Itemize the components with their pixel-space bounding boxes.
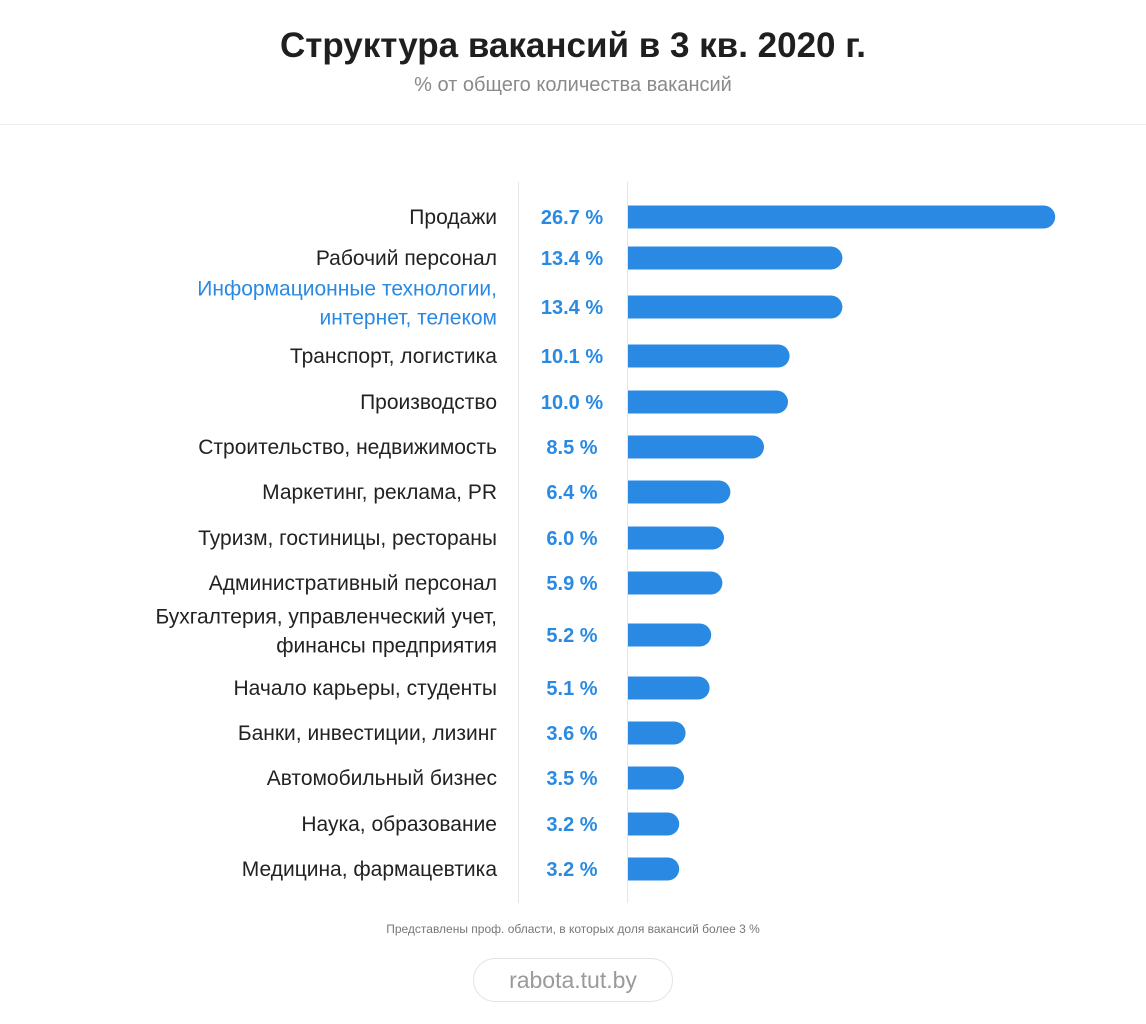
- value-label: 3.6 %: [546, 723, 597, 745]
- category-label: Продажи: [409, 206, 497, 229]
- value-label: 3.5 %: [546, 768, 597, 790]
- value-label: 8.5 %: [546, 437, 597, 459]
- bar: [628, 526, 724, 550]
- category-label: Строительство, недвижимость: [198, 436, 497, 459]
- bar: [628, 390, 789, 414]
- category-label: Маркетинг, реклама, PR: [262, 481, 497, 504]
- category-label: финансы предприятия: [276, 635, 497, 658]
- value-label: 6.4 %: [546, 482, 597, 504]
- category-label: Наука, образование: [301, 813, 497, 836]
- category-label: Автомобильный бизнес: [267, 767, 497, 790]
- bar: [628, 766, 685, 790]
- bar: [628, 205, 1056, 229]
- bar-chart: 26.7 % Продажи 13.4 % Рабочий персонал 13.4 …: [155, 182, 1056, 903]
- chart-title: Структура вакансий в 3 кв. 2020 г.: [279, 26, 867, 65]
- bar: [628, 857, 680, 881]
- bar: [628, 571, 723, 595]
- category-label: Банки, инвестиции, лизинг: [238, 722, 498, 745]
- category-label: Медицина, фармацевтика: [242, 858, 498, 881]
- value-label: 3.2 %: [546, 859, 597, 881]
- header-divider: [0, 124, 1146, 125]
- value-label: 10.1 %: [541, 346, 603, 368]
- category-label: Информационные технологии,: [197, 278, 497, 301]
- category-label: Административный персонал: [209, 572, 497, 595]
- category-label: интернет, телеком: [320, 307, 497, 330]
- category-label: Туризм, гостиницы, рестораны: [198, 527, 497, 550]
- bar: [628, 435, 764, 459]
- footnote: Представлены проф. области, в которых до…: [386, 922, 760, 936]
- category-label: Бухгалтерия, управленческий учет,: [155, 606, 497, 629]
- value-label: 3.2 %: [546, 814, 597, 836]
- category-label: Производство: [360, 391, 497, 414]
- bar: [628, 295, 843, 319]
- bar: [628, 480, 731, 504]
- value-label: 6.0 %: [546, 528, 597, 550]
- bar: [628, 676, 710, 700]
- value-label: 5.2 %: [546, 625, 597, 647]
- value-label: 5.1 %: [546, 678, 597, 700]
- value-label: 10.0 %: [541, 392, 603, 414]
- category-label: Рабочий персонал: [316, 247, 497, 270]
- category-label: Начало карьеры, студенты: [234, 677, 497, 700]
- value-label: 5.9 %: [546, 573, 597, 595]
- category-label: Транспорт, логистика: [290, 345, 497, 368]
- bar: [628, 246, 843, 270]
- value-label: 26.7 %: [541, 207, 603, 229]
- bar: [628, 812, 680, 836]
- brand-badge[interactable]: rabota.tut.by: [473, 958, 673, 1002]
- value-label: 13.4 %: [541, 297, 603, 319]
- value-label: 13.4 %: [541, 248, 603, 270]
- bar: [628, 721, 686, 745]
- chart-subtitle: % от общего количества вакансий: [414, 74, 732, 96]
- bar: [628, 344, 790, 368]
- bar: [628, 623, 712, 647]
